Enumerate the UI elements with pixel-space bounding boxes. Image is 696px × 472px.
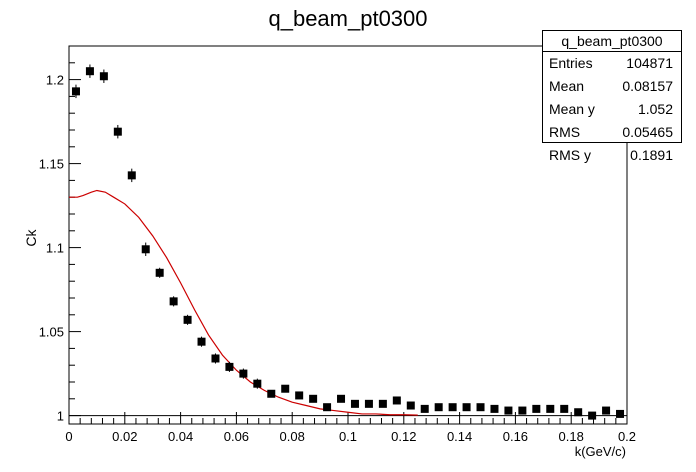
stats-label: Mean y xyxy=(549,101,595,117)
y-tick-label: 1.05 xyxy=(39,325,64,340)
data-point xyxy=(490,404,499,413)
stats-row-entries: Entries 104871 xyxy=(543,52,681,75)
data-point xyxy=(574,408,583,417)
data-point xyxy=(462,403,471,412)
data-point xyxy=(588,411,597,420)
chart-title: q_beam_pt0300 xyxy=(268,6,427,31)
y-tick-label: 1 xyxy=(57,409,64,424)
stats-box: q_beam_pt0300 Entries 104871 Mean 0.0815… xyxy=(542,30,682,163)
x-tick-label: 0.14 xyxy=(447,429,472,444)
x-tick-label: 0.2 xyxy=(618,429,636,444)
x-axis-label: k(GeV/c) xyxy=(575,444,626,459)
data-point xyxy=(169,297,178,306)
stats-value: 0.1891 xyxy=(630,147,673,163)
data-point xyxy=(364,399,373,408)
stats-value: 104871 xyxy=(626,55,673,71)
data-point xyxy=(448,403,457,412)
x-tick-label: 0.12 xyxy=(391,429,416,444)
stats-row-rms-y: RMS y 0.1891 xyxy=(543,144,681,167)
data-point xyxy=(197,337,206,346)
data-point xyxy=(127,171,136,180)
data-point xyxy=(434,403,443,412)
data-point xyxy=(99,72,108,81)
stats-title: q_beam_pt0300 xyxy=(543,31,681,52)
data-point xyxy=(71,87,80,96)
data-point xyxy=(323,403,332,412)
x-tick-label: 0.06 xyxy=(224,429,249,444)
data-point xyxy=(113,127,122,136)
stats-label: Mean xyxy=(549,78,585,94)
data-point xyxy=(378,399,387,408)
y-tick-label: 1.1 xyxy=(46,241,64,256)
data-point xyxy=(253,379,262,388)
data-point xyxy=(141,245,150,254)
data-point xyxy=(350,399,359,408)
data-point xyxy=(211,354,220,363)
data-point xyxy=(504,406,513,415)
stats-label: RMS y xyxy=(549,147,591,163)
x-tick-label: 0.02 xyxy=(112,429,137,444)
data-point xyxy=(225,362,234,371)
data-point xyxy=(602,406,611,415)
data-point xyxy=(155,268,164,277)
data-point xyxy=(239,369,248,378)
stats-label: RMS xyxy=(549,124,581,140)
data-point xyxy=(85,67,94,76)
x-tick-label: 0.18 xyxy=(559,429,584,444)
data-point xyxy=(532,404,541,413)
y-tick-label: 1.2 xyxy=(46,73,64,88)
stats-row-mean: Mean 0.08157 xyxy=(543,75,681,98)
data-point xyxy=(420,404,429,413)
x-tick-label: 0.16 xyxy=(503,429,528,444)
fit-curve xyxy=(69,189,418,416)
x-tick-label: 0 xyxy=(65,429,72,444)
data-point xyxy=(560,404,569,413)
x-tick-label: 0.08 xyxy=(280,429,305,444)
data-point xyxy=(267,389,276,398)
data-point xyxy=(337,394,346,403)
stats-label: Entries xyxy=(549,55,593,71)
plot-area: 0 0.02 0.04 0.06 0.08 0.1 0.12 0.14 0.16 0.18 0.2 1… xyxy=(39,45,636,444)
data-point xyxy=(392,396,401,405)
data-point xyxy=(295,391,304,400)
y-axis-label: Ck xyxy=(23,228,39,246)
stats-value: 0.05465 xyxy=(622,124,673,140)
data-point xyxy=(616,409,625,418)
stats-row-mean-y: Mean y 1.052 xyxy=(543,98,681,121)
data-point xyxy=(476,403,485,412)
stats-value: 0.08157 xyxy=(622,78,673,94)
data-point xyxy=(546,404,555,413)
data-point xyxy=(309,394,318,403)
x-tick-label: 0.1 xyxy=(339,429,357,444)
stats-value: 1.052 xyxy=(637,101,673,117)
data-point xyxy=(406,401,415,410)
data-point xyxy=(183,315,192,324)
data-point xyxy=(518,406,527,415)
y-tick-label: 1.15 xyxy=(39,157,64,172)
x-tick-label: 0.04 xyxy=(168,429,193,444)
data-point xyxy=(281,384,290,393)
stats-row-rms: RMS 0.05465 xyxy=(543,121,681,144)
